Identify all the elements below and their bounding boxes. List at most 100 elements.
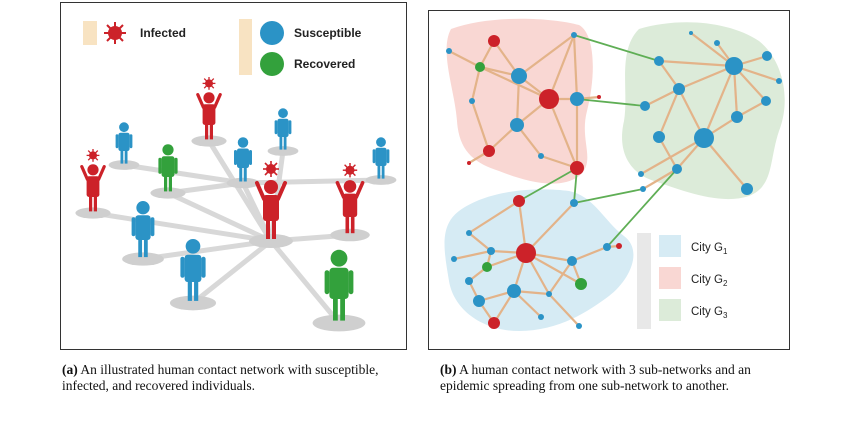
- susceptible-node: [451, 256, 457, 262]
- susceptible-node: [465, 277, 473, 285]
- legend-label-city-g1: City G1: [691, 242, 728, 256]
- caption-b-text: A human contact network with 3 sub-netwo…: [440, 362, 751, 393]
- contact-edge: [468, 232, 492, 252]
- contact-edge: [640, 137, 705, 175]
- contact-edge: [525, 202, 575, 254]
- legend-swatch-bar: [239, 19, 252, 75]
- susceptible-node: [473, 295, 485, 307]
- susceptible-node: [507, 284, 521, 298]
- contact-edge: [470, 100, 491, 152]
- legend-swatch-infected: [83, 21, 97, 45]
- infected-person-icon: [249, 161, 293, 248]
- contact-edge: [525, 252, 582, 285]
- contact-edge: [644, 88, 680, 107]
- susceptible-node: [640, 186, 646, 192]
- contact-edge: [515, 75, 521, 126]
- bridge-edge: [573, 188, 644, 204]
- recovered-node: [575, 278, 587, 290]
- susceptible-person-icon: [226, 137, 260, 189]
- susceptible-node: [466, 230, 472, 236]
- legend-bar: [637, 233, 651, 329]
- susceptible-node: [538, 153, 544, 159]
- contact-edge: [448, 50, 481, 68]
- virus-icon: [263, 161, 279, 177]
- contact-edge: [642, 168, 678, 190]
- legend-label-recovered: Recovered: [294, 57, 355, 71]
- recovered-dot-icon: [260, 52, 284, 76]
- susceptible-node: [576, 323, 582, 329]
- susceptible-dot-icon: [260, 21, 284, 45]
- legend-swatch-city-g1: [659, 235, 681, 257]
- recovered-node: [482, 262, 492, 272]
- susceptible-node: [714, 40, 720, 46]
- caption-a-label: (a): [62, 362, 78, 377]
- contact-edge: [703, 137, 748, 190]
- contact-edge: [453, 249, 492, 261]
- infected-node: [488, 35, 500, 47]
- susceptible-node: [469, 98, 475, 104]
- sub-network-nodes: [446, 31, 782, 329]
- susceptible-node: [487, 247, 495, 255]
- susceptible-node: [694, 128, 714, 148]
- sub-network-diagram: City G1 City G2 City G3: [444, 18, 785, 331]
- contact-edge: [547, 98, 579, 169]
- susceptible-node: [570, 92, 584, 106]
- legend-label-city-g2: City G2: [691, 274, 728, 288]
- contact-edge: [518, 34, 575, 77]
- network-people: [75, 76, 397, 332]
- recovered-person-icon: [312, 249, 366, 332]
- susceptible-node: [638, 171, 644, 177]
- virus-icon: [342, 162, 358, 178]
- susceptible-node: [653, 131, 665, 143]
- bridge-edge: [573, 34, 660, 62]
- caption-b: (b) A human contact network with 3 sub-n…: [440, 362, 790, 394]
- contact-edge: [658, 59, 735, 68]
- susceptible-node: [546, 291, 552, 297]
- infected-node: [488, 317, 500, 329]
- susceptible-node: [762, 51, 772, 61]
- infected-node: [516, 243, 536, 263]
- infected-person-icon: [191, 76, 227, 147]
- virus-icon: [202, 76, 216, 90]
- contact-edge: [678, 64, 735, 91]
- susceptible-node: [761, 96, 771, 106]
- susceptible-node: [510, 118, 524, 132]
- contact-edge: [572, 34, 579, 100]
- contact-edge: [468, 200, 520, 234]
- susceptible-node: [673, 83, 685, 95]
- contact-edge: [571, 245, 608, 263]
- susceptible-person-icon: [365, 137, 397, 185]
- legend-swatch-city-g2: [659, 267, 681, 289]
- susceptible-person-icon: [108, 122, 140, 170]
- bridge-edge: [606, 168, 678, 248]
- susceptible-node: [640, 101, 650, 111]
- legend-label-susceptible: Susceptible: [294, 26, 362, 40]
- susceptible-node: [672, 164, 682, 174]
- susceptible-node: [567, 256, 577, 266]
- infected-node: [539, 89, 559, 109]
- contact-edge: [657, 88, 681, 138]
- susceptible-node: [603, 243, 611, 251]
- caption-a: (a) An illustrated human contact network…: [62, 362, 407, 394]
- legend-label-infected: Infected: [140, 26, 186, 40]
- contact-edge: [702, 65, 736, 139]
- susceptible-node: [571, 32, 577, 38]
- legend-swatch-city-g3: [659, 299, 681, 321]
- susceptible-node: [725, 57, 743, 75]
- infected-node: [570, 161, 584, 175]
- susceptible-node: [731, 111, 743, 123]
- infected-node: [616, 243, 622, 249]
- contact-edge: [479, 66, 550, 100]
- infected-node: [483, 145, 495, 157]
- virus-icon: [104, 22, 126, 44]
- contact-edge: [547, 34, 576, 100]
- caption-a-text: An illustrated human contact network wit…: [62, 362, 379, 393]
- infected-person-icon: [330, 162, 370, 242]
- contact-network-illustration: Infected Susceptible Recovered: [75, 19, 397, 332]
- susceptible-person-icon: [122, 201, 164, 266]
- susceptible-node: [741, 183, 753, 195]
- susceptible-node: [570, 199, 578, 207]
- susceptible-person-icon: [169, 238, 217, 311]
- contact-edge: [690, 32, 735, 67]
- caption-b-label: (b): [440, 362, 457, 377]
